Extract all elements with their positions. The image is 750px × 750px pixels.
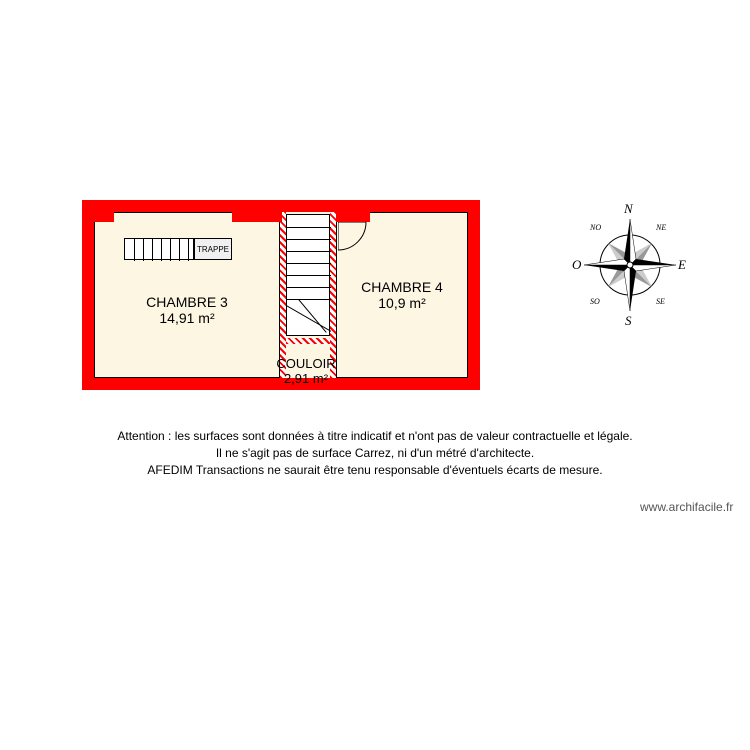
compass-ne: NE bbox=[656, 223, 666, 232]
corridor-area: 2,91 m² bbox=[266, 371, 346, 386]
main-stairs bbox=[286, 214, 330, 336]
compass-e: E bbox=[678, 257, 686, 273]
compass-s: S bbox=[625, 313, 632, 329]
disclaimer-text: Attention : les surfaces sont données à … bbox=[75, 428, 675, 478]
partition-wall-right bbox=[330, 212, 336, 378]
red-block-3 bbox=[94, 210, 114, 222]
room-chambre3-area: 14,91 m² bbox=[159, 310, 214, 326]
compass-o: O bbox=[572, 257, 581, 273]
compass-n: N bbox=[624, 201, 633, 217]
room-chambre3: CHAMBRE 3 14,91 m² bbox=[94, 212, 280, 378]
compass-so: SO bbox=[590, 297, 600, 306]
disclaimer-line3: AFEDIM Transactions ne saurait être tenu… bbox=[75, 462, 675, 479]
compass-no: NO bbox=[590, 223, 601, 232]
floor-plan-canvas: CHAMBRE 3 14,91 m² CHAMBRE 4 10,9 m² bbox=[0, 0, 750, 750]
disclaimer-line2: Il ne s'agit pas de surface Carrez, ni d… bbox=[75, 445, 675, 462]
trappe-label: TRAPPE bbox=[197, 245, 229, 254]
trappe: TRAPPE bbox=[194, 238, 232, 260]
small-stairs bbox=[124, 238, 194, 260]
watermark-link[interactable]: www.archifacile.fr bbox=[640, 500, 733, 514]
red-block-1 bbox=[232, 210, 282, 222]
compass-se: SE bbox=[656, 297, 665, 306]
room-chambre3-name: CHAMBRE 3 bbox=[146, 294, 228, 310]
compass-rose: N S E O NE SE SO NO bbox=[570, 205, 690, 325]
room-chambre4-name: CHAMBRE 4 bbox=[361, 279, 443, 295]
partition-wall-bottom bbox=[286, 338, 330, 344]
door-arc-chambre4 bbox=[338, 222, 368, 252]
room-chambre4-area: 10,9 m² bbox=[378, 295, 425, 311]
corridor-name: COULOIR bbox=[266, 356, 346, 371]
corridor-label: COULOIR 2,91 m² bbox=[266, 356, 346, 386]
red-block-2 bbox=[336, 210, 370, 222]
disclaimer-line1: Attention : les surfaces sont données à … bbox=[75, 428, 675, 445]
